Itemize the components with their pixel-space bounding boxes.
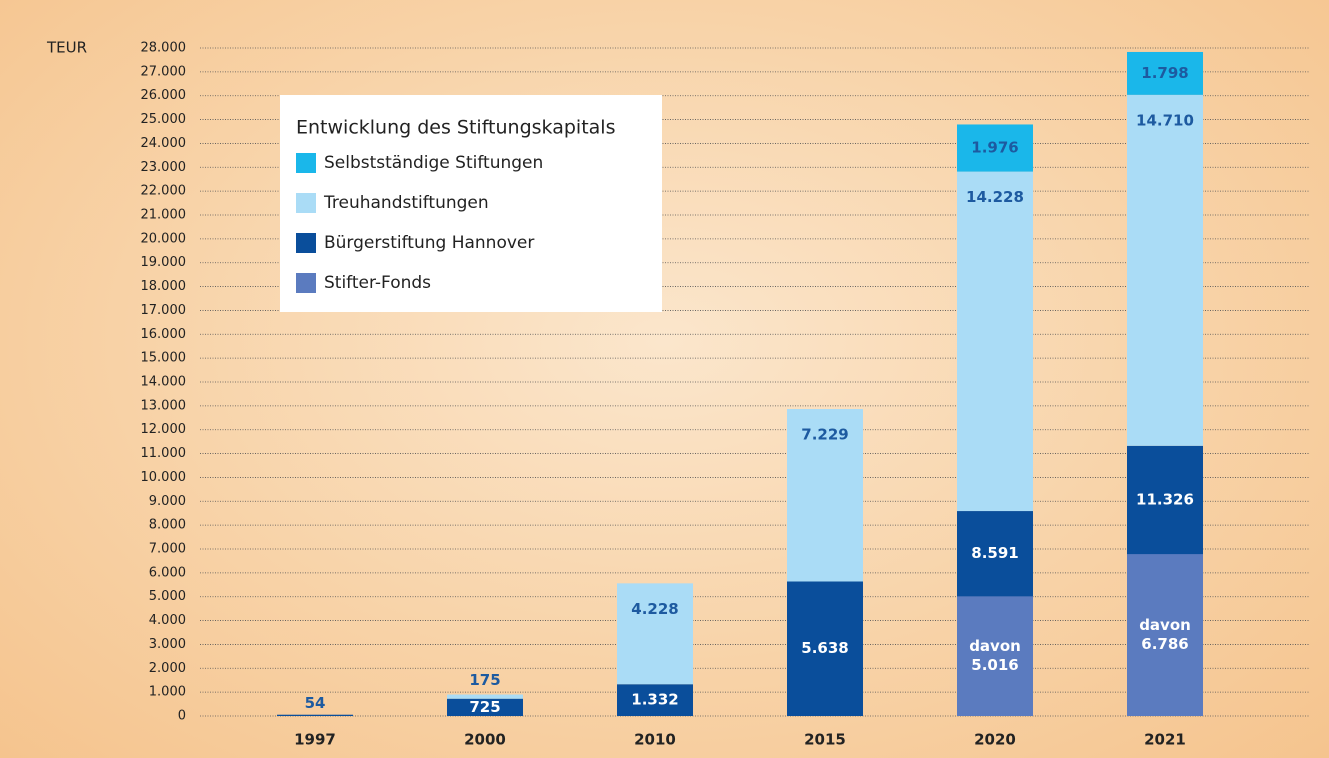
y-tick-label: 22.000 xyxy=(141,184,187,199)
y-tick-label: 21.000 xyxy=(141,208,187,223)
y-tick-label: 10.000 xyxy=(141,470,187,485)
legend-swatch xyxy=(296,273,316,293)
y-tick-label: 28.000 xyxy=(141,41,187,56)
y-tick-label: 0 xyxy=(178,709,186,724)
y-tick-label: 1.000 xyxy=(149,685,186,700)
legend-label: Stifter-Fonds xyxy=(324,273,431,293)
y-tick-label: 17.000 xyxy=(141,303,187,318)
value-label: 175 xyxy=(469,671,500,689)
bar-segment xyxy=(1127,95,1203,446)
value-label: 54 xyxy=(305,694,326,712)
x-tick-label: 2000 xyxy=(464,731,506,749)
x-tick-label: 2021 xyxy=(1144,731,1186,749)
bar-segment xyxy=(957,172,1033,511)
y-tick-label: 11.000 xyxy=(141,446,187,461)
value-label: 11.326 xyxy=(1136,490,1194,508)
chart-svg: TEUR 0 1.000 2.000 3.000 4.000 5.000 6.000 7.00… xyxy=(0,0,1329,758)
y-axis-unit: TEUR xyxy=(46,39,87,57)
value-label: 14.710 xyxy=(1136,111,1194,129)
y-tick-label: 19.000 xyxy=(141,255,187,270)
legend-swatch xyxy=(296,233,316,253)
legend: Entwicklung des Stiftungskapitals Selbsts… xyxy=(280,95,662,312)
legend-label: Treuhandstiftungen xyxy=(323,193,489,213)
y-tick-label: 26.000 xyxy=(141,88,187,103)
legend-swatch xyxy=(296,153,316,173)
chart: TEUR 0 1.000 2.000 3.000 4.000 5.000 6.000 7.00… xyxy=(0,0,1329,758)
value-label: 725 xyxy=(469,698,500,716)
value-label: 8.591 xyxy=(971,544,1018,562)
value-label: 7.229 xyxy=(801,426,848,444)
bar-segment xyxy=(277,715,353,716)
value-label: 4.228 xyxy=(631,600,678,618)
x-tick-label: 1997 xyxy=(294,731,336,749)
y-tick-label: 6.000 xyxy=(149,565,186,580)
legend-swatch xyxy=(296,193,316,213)
x-tick-label: 2015 xyxy=(804,731,846,749)
y-tick-label: 13.000 xyxy=(141,398,187,413)
legend-label: Selbstständige Stiftungen xyxy=(324,153,543,173)
y-tick-label: 3.000 xyxy=(149,637,186,652)
y-tick-label: 7.000 xyxy=(149,542,186,557)
value-label: 5.638 xyxy=(801,639,848,657)
y-tick-label: 18.000 xyxy=(141,279,187,294)
y-tick-label: 8.000 xyxy=(149,518,186,533)
bar-segment xyxy=(617,583,693,684)
value-label: 14.228 xyxy=(966,188,1024,206)
y-tick-label: 27.000 xyxy=(141,64,187,79)
y-tick-label: 14.000 xyxy=(141,375,187,390)
legend-title: Entwicklung des Stiftungskapitals xyxy=(296,117,615,139)
y-tick-label: 12.000 xyxy=(141,422,187,437)
y-tick-label: 25.000 xyxy=(141,112,187,127)
y-tick-label: 2.000 xyxy=(149,661,186,676)
y-tick-label: 16.000 xyxy=(141,327,187,342)
x-tick-label: 2010 xyxy=(634,731,676,749)
y-tick-label: 4.000 xyxy=(149,613,186,628)
x-tick-label: 2020 xyxy=(974,731,1016,749)
value-label: davon 6.786 xyxy=(1135,616,1195,654)
value-label: 1.332 xyxy=(631,691,678,709)
y-tick-label: 9.000 xyxy=(149,494,186,509)
y-tick-label: 23.000 xyxy=(141,160,187,175)
legend-label: Bürgerstiftung Hannover xyxy=(324,233,534,253)
value-label: 1.798 xyxy=(1141,64,1188,82)
y-tick-label: 5.000 xyxy=(149,589,186,604)
y-tick-label: 15.000 xyxy=(141,351,187,366)
value-label: 1.976 xyxy=(971,139,1018,157)
y-tick-label: 24.000 xyxy=(141,136,187,151)
value-label: davon 5.016 xyxy=(965,637,1025,675)
y-tick-label: 20.000 xyxy=(141,231,187,246)
